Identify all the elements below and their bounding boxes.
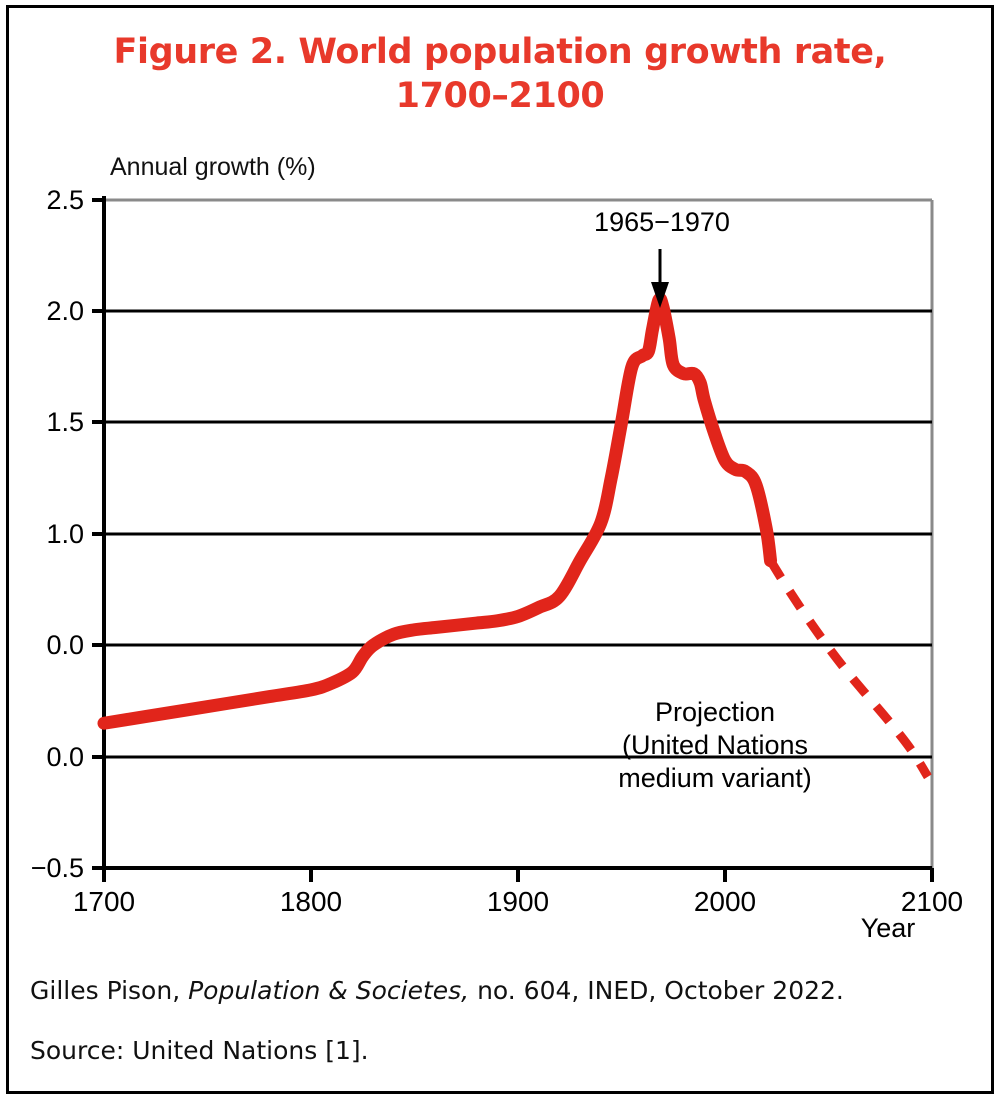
projection-annotation-label: Projection (United Nations medium varian… [618,697,812,793]
y-tick-label-1: 2.0 [46,296,84,326]
y-tick-label-3: 1.0 [46,519,84,549]
chart-title: Figure 2. World population growth rate, … [113,32,887,116]
citation-publication: Population & Societes, [188,976,470,1005]
y-tick-label-0: 2.5 [46,185,84,215]
x-tick-label-2: 1900 [486,886,550,917]
x-tick-marks [102,868,934,882]
x-tick-label-0: 1700 [72,886,136,917]
citation-suffix: no. 604, INED, October 2022. [469,976,844,1005]
footer-source: Source: United Nations [1]. [30,1036,369,1065]
footer-citation: Gilles Pison, Population & Societes, no.… [30,976,844,1006]
citation-prefix: Gilles Pison, [30,976,189,1005]
y-tick-label-6: −0.5 [30,853,84,883]
data-line-observed [97,292,778,730]
peak-annotation-label: 1965−1970 [594,207,730,237]
y-tick-label-2: 1.5 [46,407,84,437]
x-tick-label-3: 2000 [693,886,757,917]
peak-arrow-icon [651,249,669,308]
x-tick-label-4: 2100 [900,886,964,917]
y-tick-label-4: 0.0 [46,630,84,660]
gridlines [104,309,932,759]
data-line-projection [766,558,932,780]
y-axis-title: Annual growth (%) [110,153,316,181]
x-tick-label-1: 1800 [279,886,343,917]
y-tick-label-5: 0.0 [46,742,84,772]
x-axis-title: Year [860,913,916,943]
